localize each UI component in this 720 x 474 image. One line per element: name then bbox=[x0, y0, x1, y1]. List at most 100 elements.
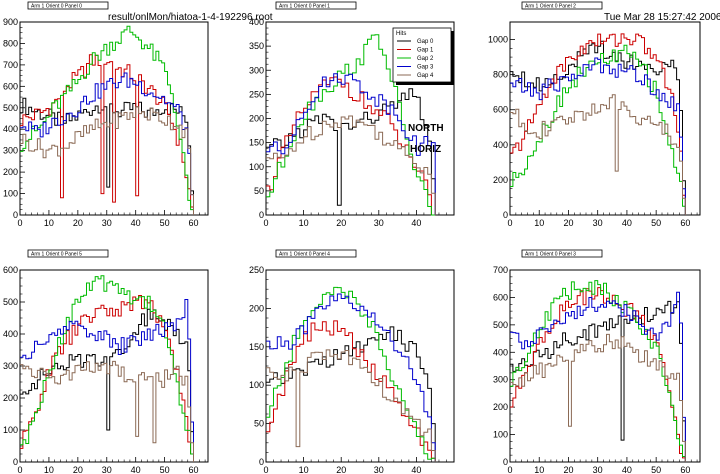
y-tick-label: 150 bbox=[249, 138, 264, 148]
series-gap-3-line bbox=[20, 299, 194, 462]
y-tick-label: 700 bbox=[493, 265, 508, 275]
y-tick-label: 600 bbox=[493, 105, 508, 115]
panel-title: Arm 1 Orient 0 Panel 0 bbox=[31, 4, 82, 10]
x-tick-label: 10 bbox=[534, 218, 544, 228]
x-tick-label: 60 bbox=[680, 465, 690, 474]
y-tick-label: 150 bbox=[249, 342, 264, 352]
series-gap-2-line bbox=[20, 275, 194, 462]
plot-frame bbox=[509, 269, 701, 463]
x-tick-label: 30 bbox=[593, 465, 603, 474]
y-tick-label: 400 bbox=[493, 347, 508, 357]
legend-entry: Gap 2 bbox=[417, 56, 434, 62]
x-tick-label: 10 bbox=[44, 218, 54, 228]
y-tick-label: 400 bbox=[493, 140, 508, 150]
x-tick-label: 0 bbox=[507, 465, 512, 474]
series-gap-4-line bbox=[266, 349, 436, 462]
series-gap-3-line bbox=[510, 291, 686, 462]
x-tick-label: 50 bbox=[651, 218, 661, 228]
plot-frame bbox=[19, 21, 209, 216]
x-tick-label: 30 bbox=[593, 218, 603, 228]
x-tick-label: 20 bbox=[336, 218, 346, 228]
x-tick-label: 10 bbox=[534, 465, 544, 474]
x-tick-label: 10 bbox=[299, 218, 309, 228]
legend-entry: Gap 1 bbox=[417, 48, 434, 54]
y-tick-label: 0 bbox=[259, 210, 264, 220]
x-tick-label: 30 bbox=[374, 465, 384, 474]
panel-title: Arm 1 Orient 0 Panel 1 bbox=[279, 4, 330, 10]
series-gap-3-line bbox=[266, 73, 436, 215]
series-gap-4-line bbox=[510, 333, 686, 462]
legend-entry: Gap 0 bbox=[417, 39, 434, 45]
x-tick-label: 50 bbox=[651, 465, 661, 474]
series-gap-3-line bbox=[510, 57, 686, 215]
y-tick-label: 600 bbox=[3, 265, 18, 275]
y-tick-label: 100 bbox=[249, 162, 264, 172]
plot-frame bbox=[19, 269, 209, 463]
y-tick-label: 900 bbox=[3, 17, 18, 27]
series-gap-2-line bbox=[20, 25, 194, 215]
series-gap-2-line bbox=[510, 44, 686, 215]
y-tick-label: 200 bbox=[3, 393, 18, 403]
series-gap-4-line bbox=[20, 106, 194, 215]
y-tick-label: 200 bbox=[3, 167, 18, 177]
y-tick-label: 250 bbox=[249, 265, 264, 275]
series-gap-4-line bbox=[510, 94, 686, 215]
series-gap-1-line bbox=[266, 76, 436, 216]
y-tick-label: 250 bbox=[249, 89, 264, 99]
x-tick-label: 60 bbox=[189, 465, 199, 474]
panel-title-box bbox=[275, 1, 357, 10]
y-tick-label: 200 bbox=[249, 303, 264, 313]
panel-title: Arm 1 Orient 0 Panel 2 bbox=[525, 4, 576, 10]
y-tick-label: 100 bbox=[493, 430, 508, 440]
y-tick-label: 400 bbox=[3, 329, 18, 339]
series-gap-4-line bbox=[266, 115, 436, 215]
x-tick-label: 20 bbox=[563, 218, 573, 228]
y-tick-label: 300 bbox=[249, 65, 264, 75]
y-tick-label: 200 bbox=[493, 402, 508, 412]
legend-box bbox=[392, 27, 452, 83]
y-tick-label: 100 bbox=[3, 189, 18, 199]
y-tick-label: 300 bbox=[493, 375, 508, 385]
plot-frame bbox=[509, 21, 701, 216]
y-tick-label: 0 bbox=[13, 210, 18, 220]
x-tick-label: 50 bbox=[160, 218, 170, 228]
y-tick-label: 50 bbox=[254, 186, 264, 196]
series-gap-3-line bbox=[266, 293, 436, 462]
y-tick-label: 400 bbox=[249, 17, 264, 27]
x-tick-label: 0 bbox=[507, 218, 512, 228]
y-tick-label: 500 bbox=[493, 320, 508, 330]
series-gap-3-line bbox=[20, 72, 194, 215]
x-tick-label: 40 bbox=[622, 218, 632, 228]
y-tick-label: 200 bbox=[249, 114, 264, 124]
x-tick-label: 10 bbox=[299, 465, 309, 474]
x-tick-label: 0 bbox=[263, 465, 268, 474]
y-tick-label: 0 bbox=[13, 457, 18, 467]
legend-title: Hits bbox=[396, 31, 406, 37]
annotation-horiz: HORIZ bbox=[410, 144, 441, 155]
panel-title: Arm 1 Orient 0 Panel 4 bbox=[279, 252, 330, 258]
x-tick-label: 10 bbox=[44, 465, 54, 474]
x-tick-label: 30 bbox=[374, 218, 384, 228]
file-name-label: result/onlMon/hiatoa-1-4-192296.root bbox=[108, 12, 273, 23]
annotation-north: NORTH bbox=[408, 123, 444, 134]
y-tick-label: 300 bbox=[3, 146, 18, 156]
x-tick-label: 0 bbox=[263, 218, 268, 228]
x-tick-label: 40 bbox=[131, 218, 141, 228]
x-tick-label: 60 bbox=[680, 218, 690, 228]
y-tick-label: 0 bbox=[503, 210, 508, 220]
series-gap-1-line bbox=[510, 33, 686, 215]
y-tick-label: 0 bbox=[503, 457, 508, 467]
datetime-label: Tue Mar 28 15:27:42 2006 bbox=[604, 12, 720, 23]
series-gap-0-line bbox=[510, 300, 686, 462]
y-tick-label: 800 bbox=[3, 38, 18, 48]
x-tick-label: 20 bbox=[336, 465, 346, 474]
x-tick-label: 40 bbox=[411, 465, 421, 474]
x-tick-label: 20 bbox=[73, 218, 83, 228]
series-gap-4-line bbox=[20, 360, 194, 462]
panel-title-box bbox=[27, 249, 109, 258]
panel-title-box bbox=[27, 1, 109, 10]
panel-title: Arm 1 Orient 0 Panel 3 bbox=[525, 252, 576, 258]
x-tick-label: 40 bbox=[411, 218, 421, 228]
x-tick-label: 20 bbox=[563, 465, 573, 474]
y-tick-label: 200 bbox=[493, 175, 508, 185]
